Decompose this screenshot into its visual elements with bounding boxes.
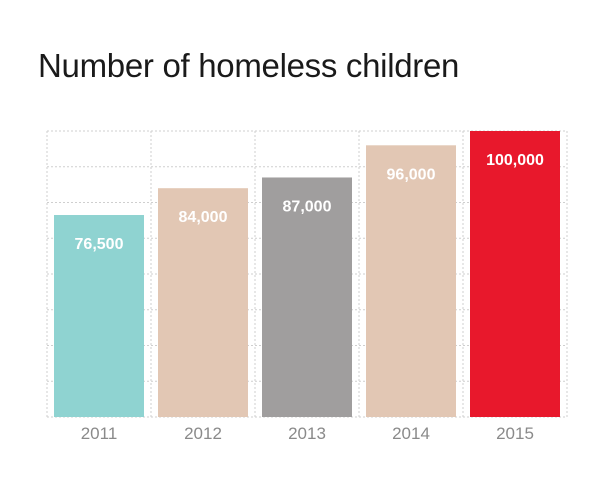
chart-title: Number of homeless children (38, 47, 460, 84)
bar-2012 (158, 188, 248, 417)
bar-2015 (470, 131, 560, 417)
data-label-2013: 87,000 (283, 198, 332, 215)
x-tick-2012: 2012 (184, 424, 222, 443)
data-labels: 76,500 84,000 87,000 96,000 100,000 (75, 152, 544, 253)
bar-2014 (366, 145, 456, 418)
data-label-2015: 100,000 (486, 152, 544, 169)
x-tick-2014: 2014 (392, 424, 430, 443)
bar-2013 (262, 177, 352, 417)
data-label-2011: 76,500 (75, 236, 124, 253)
data-label-2014: 96,000 (387, 166, 436, 183)
bars (54, 131, 560, 418)
x-axis-ticks: 2011 2012 2013 2014 2015 (81, 424, 534, 443)
x-tick-2011: 2011 (81, 424, 118, 443)
bar-2011 (54, 215, 144, 417)
x-tick-2013: 2013 (288, 424, 326, 443)
x-tick-2015: 2015 (496, 424, 534, 443)
data-label-2012: 84,000 (179, 209, 228, 226)
